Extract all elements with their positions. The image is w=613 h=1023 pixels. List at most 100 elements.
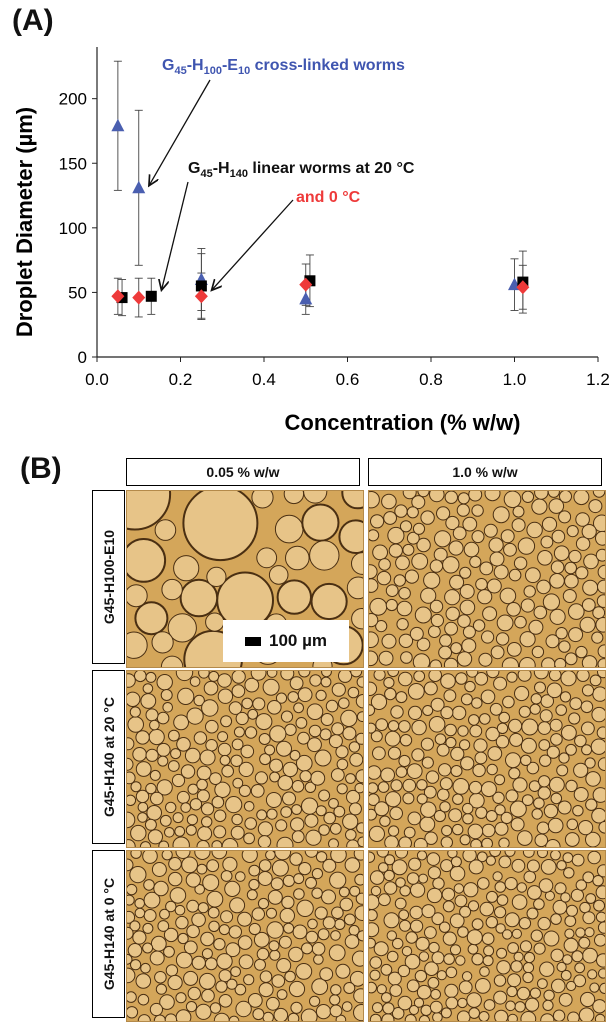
droplet bbox=[314, 749, 332, 767]
droplet bbox=[441, 825, 453, 837]
droplet bbox=[313, 954, 324, 965]
droplet bbox=[353, 1004, 363, 1021]
droplet bbox=[127, 737, 135, 751]
droplet bbox=[266, 808, 278, 820]
droplet bbox=[369, 722, 377, 734]
droplet bbox=[429, 599, 444, 614]
droplet bbox=[585, 771, 601, 787]
droplet bbox=[469, 724, 483, 738]
droplet bbox=[540, 535, 554, 549]
droplet bbox=[427, 866, 442, 880]
droplet bbox=[383, 881, 398, 895]
droplet bbox=[355, 694, 363, 709]
x-tick-label: 1.2 bbox=[586, 370, 610, 389]
droplet bbox=[378, 893, 391, 907]
droplet bbox=[523, 951, 536, 964]
droplet bbox=[445, 515, 460, 531]
droplet bbox=[175, 951, 193, 969]
droplet bbox=[485, 810, 498, 822]
droplet bbox=[507, 942, 520, 954]
droplet bbox=[339, 897, 354, 912]
droplet bbox=[311, 887, 323, 899]
droplet bbox=[357, 836, 363, 847]
droplet bbox=[291, 804, 303, 815]
droplet bbox=[157, 755, 169, 767]
droplet bbox=[478, 652, 493, 667]
droplet bbox=[420, 1004, 432, 1017]
droplet bbox=[142, 942, 154, 954]
droplet bbox=[142, 683, 154, 694]
droplet bbox=[496, 894, 509, 906]
droplet bbox=[500, 529, 515, 544]
droplet bbox=[336, 783, 348, 795]
diamond-marker bbox=[111, 289, 125, 304]
droplet bbox=[319, 967, 334, 981]
droplet bbox=[509, 800, 527, 818]
droplet bbox=[543, 989, 555, 1002]
droplet bbox=[592, 875, 604, 887]
droplet bbox=[208, 920, 220, 933]
droplet bbox=[257, 871, 273, 886]
droplet bbox=[373, 941, 389, 957]
droplet bbox=[402, 792, 415, 805]
droplet bbox=[409, 905, 424, 920]
droplet bbox=[385, 598, 398, 612]
droplet bbox=[423, 785, 437, 799]
droplet bbox=[127, 943, 143, 958]
y-tick-label: 150 bbox=[59, 154, 87, 173]
droplet bbox=[451, 705, 467, 721]
droplet bbox=[581, 598, 596, 612]
droplet bbox=[459, 584, 475, 599]
droplet bbox=[163, 927, 179, 943]
droplet bbox=[156, 742, 171, 757]
droplet bbox=[351, 608, 363, 630]
square-marker bbox=[304, 275, 316, 287]
droplet bbox=[374, 801, 390, 817]
droplet bbox=[354, 905, 363, 921]
droplet bbox=[289, 852, 303, 866]
droplet bbox=[267, 889, 283, 905]
droplet bbox=[506, 642, 522, 657]
droplet bbox=[322, 858, 337, 873]
droplet bbox=[244, 726, 258, 739]
droplet bbox=[533, 797, 545, 809]
droplet bbox=[443, 657, 459, 667]
droplet bbox=[335, 745, 349, 759]
droplet bbox=[458, 980, 473, 995]
droplet bbox=[130, 781, 142, 793]
droplet bbox=[398, 587, 411, 600]
droplet bbox=[474, 672, 489, 686]
droplet bbox=[250, 671, 267, 681]
droplet bbox=[558, 510, 572, 524]
droplet bbox=[452, 823, 464, 836]
droplet bbox=[285, 545, 310, 571]
droplet bbox=[346, 576, 363, 600]
triangle-marker bbox=[132, 180, 146, 194]
droplet bbox=[387, 720, 400, 732]
droplet bbox=[459, 905, 472, 918]
droplet bbox=[499, 587, 517, 605]
droplet bbox=[395, 766, 408, 778]
droplet bbox=[281, 895, 295, 909]
droplet bbox=[198, 671, 210, 679]
droplet bbox=[331, 906, 344, 920]
droplet bbox=[393, 574, 406, 587]
droplet bbox=[325, 699, 339, 713]
droplet bbox=[422, 705, 434, 716]
droplet bbox=[597, 921, 605, 934]
droplet bbox=[439, 777, 453, 791]
droplet bbox=[537, 916, 551, 931]
droplet bbox=[298, 671, 311, 678]
droplet bbox=[516, 986, 531, 1001]
droplet bbox=[252, 1008, 265, 1021]
droplet bbox=[477, 877, 490, 890]
droplet bbox=[301, 503, 340, 542]
droplet bbox=[266, 671, 278, 678]
droplet bbox=[372, 1002, 383, 1014]
droplet bbox=[217, 688, 234, 704]
droplet bbox=[395, 555, 410, 571]
droplet bbox=[531, 645, 545, 659]
droplet bbox=[597, 671, 605, 679]
droplet bbox=[378, 558, 391, 571]
droplet bbox=[585, 831, 601, 847]
